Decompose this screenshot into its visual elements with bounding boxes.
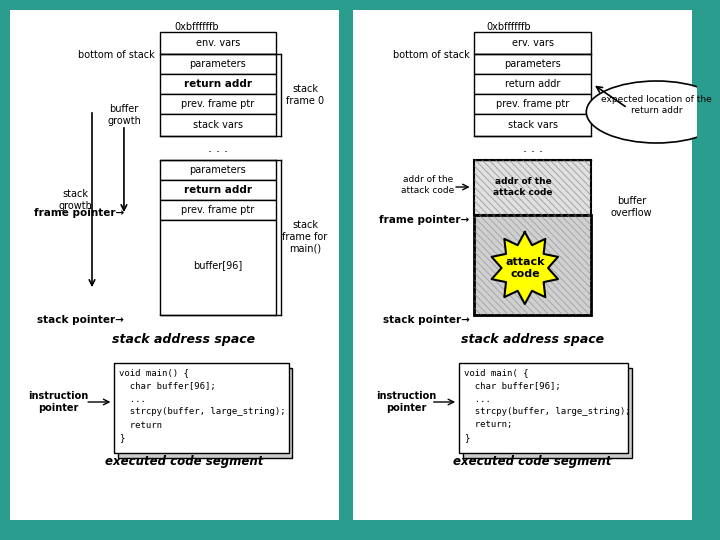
Polygon shape (492, 232, 558, 304)
Text: stack vars: stack vars (193, 120, 243, 130)
Text: env. vars: env. vars (196, 38, 240, 48)
Text: stack vars: stack vars (508, 120, 557, 130)
Text: stack address space: stack address space (461, 334, 604, 347)
FancyBboxPatch shape (160, 200, 276, 220)
FancyBboxPatch shape (474, 74, 590, 94)
FancyBboxPatch shape (354, 10, 693, 520)
FancyBboxPatch shape (459, 363, 629, 453)
FancyBboxPatch shape (474, 32, 590, 54)
FancyBboxPatch shape (160, 74, 276, 94)
Text: buffer[96]: buffer[96] (193, 260, 243, 270)
Text: char buffer[96];: char buffer[96]; (464, 381, 561, 390)
Text: stack address space: stack address space (112, 334, 256, 347)
Text: buffer
overflow: buffer overflow (611, 196, 652, 218)
FancyBboxPatch shape (474, 215, 590, 315)
Text: buffer
growth: buffer growth (107, 104, 141, 126)
FancyBboxPatch shape (160, 114, 276, 136)
Text: stack pointer→: stack pointer→ (383, 315, 469, 325)
Text: bottom of stack: bottom of stack (393, 50, 469, 60)
Text: char buffer[96];: char buffer[96]; (119, 381, 216, 390)
Text: return addr: return addr (505, 79, 560, 89)
FancyBboxPatch shape (160, 54, 276, 74)
Text: expected location of the
return addr: expected location of the return addr (601, 95, 712, 114)
Text: (i)  Before the attack: (i) Before the attack (86, 501, 273, 519)
Text: executed code segment: executed code segment (454, 456, 612, 469)
Text: prev. frame ptr: prev. frame ptr (181, 205, 254, 215)
FancyBboxPatch shape (118, 368, 292, 458)
Text: parameters: parameters (189, 59, 246, 69)
Text: erv. vars: erv. vars (512, 38, 554, 48)
Text: ...: ... (119, 395, 146, 403)
FancyBboxPatch shape (9, 10, 339, 520)
Text: 0xbffffffb: 0xbffffffb (486, 22, 531, 32)
Text: addr of the
attack code: addr of the attack code (493, 177, 553, 197)
FancyBboxPatch shape (114, 363, 289, 453)
Text: (ii)  after injecting the attack code: (ii) after injecting the attack code (359, 501, 667, 519)
Text: parameters: parameters (504, 59, 561, 69)
Text: bottom of stack: bottom of stack (78, 50, 155, 60)
Text: return addr: return addr (184, 79, 252, 89)
Text: return;: return; (464, 421, 512, 429)
Text: }: } (119, 434, 125, 442)
Text: strcpy(buffer, large_string);: strcpy(buffer, large_string); (464, 408, 631, 416)
Text: 0xbffffffb: 0xbffffffb (174, 22, 219, 32)
Text: attack
code: attack code (505, 257, 544, 279)
Ellipse shape (586, 81, 720, 143)
Text: addr of the
attack code: addr of the attack code (401, 176, 454, 195)
FancyBboxPatch shape (474, 114, 590, 136)
Text: parameters: parameters (189, 165, 246, 175)
FancyBboxPatch shape (474, 94, 590, 114)
Text: frame pointer→: frame pointer→ (34, 208, 124, 218)
FancyBboxPatch shape (160, 160, 276, 180)
FancyBboxPatch shape (474, 160, 590, 215)
FancyBboxPatch shape (160, 180, 276, 200)
Text: frame pointer→: frame pointer→ (379, 215, 469, 225)
Text: ...: ... (464, 395, 491, 403)
Text: prev. frame ptr: prev. frame ptr (181, 99, 254, 109)
Text: stack
frame for
main(): stack frame for main() (282, 220, 328, 254)
Text: stack pointer→: stack pointer→ (37, 315, 124, 325)
Text: prev. frame ptr: prev. frame ptr (496, 99, 570, 109)
Text: stack
frame 0: stack frame 0 (286, 84, 324, 106)
Text: instruction
pointer: instruction pointer (28, 391, 89, 413)
Text: strcpy(buffer, large_string);: strcpy(buffer, large_string); (119, 408, 286, 416)
FancyBboxPatch shape (463, 368, 632, 458)
Text: return: return (119, 421, 162, 429)
Text: return addr: return addr (184, 185, 252, 195)
FancyBboxPatch shape (160, 32, 276, 54)
Text: stack
growth: stack growth (58, 189, 92, 211)
FancyBboxPatch shape (160, 94, 276, 114)
FancyBboxPatch shape (474, 54, 590, 74)
Text: instruction
pointer: instruction pointer (377, 391, 437, 413)
Text: executed code segment: executed code segment (105, 456, 264, 469)
Text: void main( {: void main( { (464, 368, 528, 377)
Text: void main() {: void main() { (119, 368, 189, 377)
FancyBboxPatch shape (160, 220, 276, 315)
Text: . . .: . . . (523, 141, 543, 154)
Text: }: } (464, 434, 469, 442)
Text: . . .: . . . (208, 141, 228, 154)
